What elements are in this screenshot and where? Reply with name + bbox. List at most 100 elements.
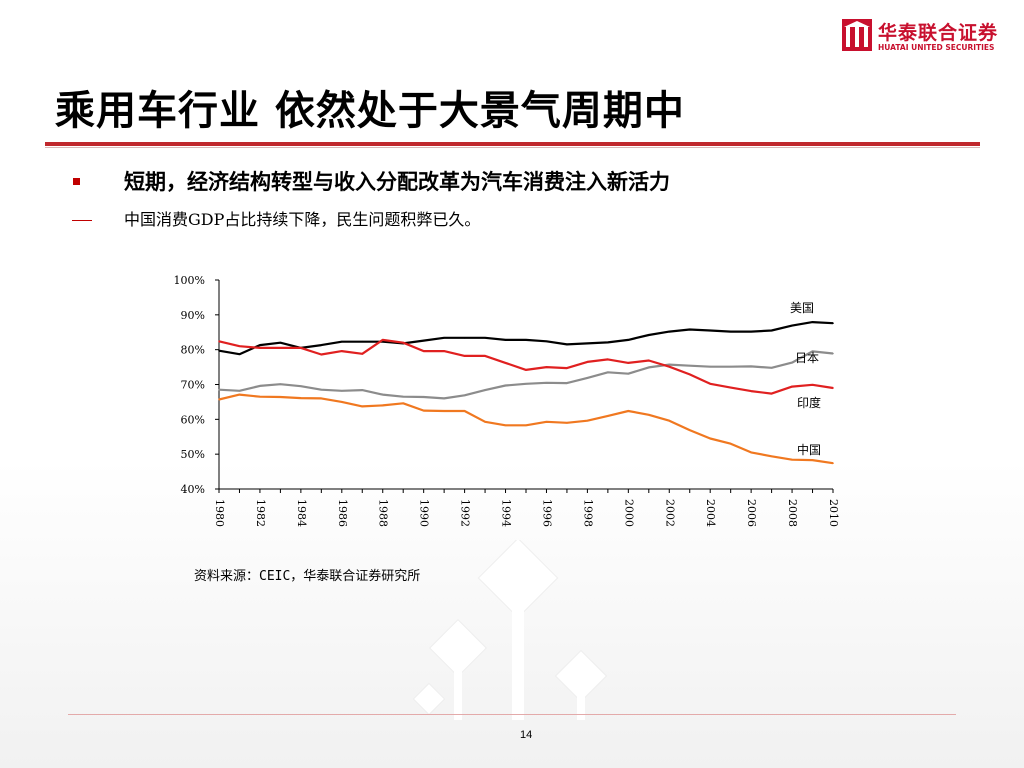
data-point [443, 410, 445, 412]
bullet-point-2: 中国消费GDP占比持续下降，民生问题积弊已久。 [124, 210, 481, 229]
data-point [504, 362, 507, 364]
data-point [586, 419, 589, 422]
data-point [729, 386, 732, 389]
data-point [627, 362, 630, 364]
data-point [422, 396, 425, 398]
source-note: 资料来源：CEIC，华泰联合证券研究所 [194, 569, 421, 584]
data-point [361, 389, 364, 391]
bullet-dash-icon [72, 220, 92, 221]
data-point [300, 347, 302, 349]
data-point [504, 424, 507, 427]
data-point [504, 339, 507, 341]
data-point [545, 366, 548, 368]
x-tick-label: 1988 [377, 499, 390, 527]
bullet-square-icon [73, 178, 80, 185]
data-point [750, 390, 752, 392]
data-point [648, 414, 650, 416]
data-point [381, 393, 384, 396]
x-tick-label: 2006 [745, 499, 758, 527]
data-point [770, 366, 773, 369]
data-point [238, 389, 241, 392]
data-point [750, 365, 752, 368]
series-line [218, 393, 834, 465]
data-point [218, 398, 220, 401]
data-point [381, 404, 384, 407]
data-point [566, 382, 568, 384]
x-tick-label: 2004 [704, 499, 717, 527]
data-point [770, 455, 773, 458]
data-point [811, 321, 814, 323]
y-tick-label: 70% [181, 379, 205, 392]
x-tick-label: 1980 [213, 499, 226, 527]
data-point [709, 383, 711, 385]
data-point [586, 361, 589, 363]
x-tick-label: 2008 [786, 499, 799, 527]
logo-name-cn: 华泰联合证券 [878, 22, 999, 44]
data-point [607, 371, 609, 374]
data-point [525, 369, 527, 371]
data-point [300, 385, 302, 388]
data-point [279, 383, 282, 385]
data-point [402, 341, 404, 344]
series-line [218, 350, 834, 400]
data-point [320, 397, 323, 400]
data-point [545, 420, 548, 423]
data-point [259, 395, 261, 398]
data-point [607, 358, 609, 361]
x-tick-label: 1996 [540, 499, 553, 527]
data-point [791, 458, 793, 461]
data-point [566, 343, 568, 346]
logo-name-en: HUATAI UNITED SECURITIES [878, 43, 995, 52]
data-point [791, 324, 793, 327]
data-point [668, 365, 671, 368]
data-point [832, 387, 834, 389]
data-point [811, 459, 814, 461]
x-tick-label: 1994 [500, 499, 513, 527]
decorative-diamonds [412, 540, 608, 720]
data-point [648, 359, 650, 362]
data-point [688, 373, 691, 376]
data-point [463, 355, 466, 357]
data-point [688, 364, 691, 367]
company-logo: 华泰联合证券 HUATAI UNITED SECURITIES [842, 18, 1012, 54]
logo-mark-icon [842, 19, 872, 51]
data-point [361, 340, 364, 343]
data-point [484, 389, 486, 391]
x-tick-label: 2000 [622, 499, 635, 527]
x-tick-label: 1992 [459, 499, 472, 527]
data-point [341, 340, 343, 343]
data-point [729, 365, 732, 368]
data-point [218, 340, 220, 343]
data-point [729, 330, 732, 333]
data-point [484, 420, 486, 423]
data-point [688, 429, 691, 431]
data-point [607, 415, 609, 417]
data-point [504, 384, 507, 387]
data-point [811, 350, 814, 353]
data-point [648, 334, 650, 336]
x-tick-label: 1986 [336, 499, 349, 527]
data-point [279, 341, 282, 344]
series-line [218, 320, 834, 356]
data-point [484, 355, 486, 357]
data-point [668, 363, 671, 366]
data-point [709, 437, 711, 440]
data-point [341, 401, 343, 403]
x-tick-label: 2002 [663, 499, 676, 527]
data-point [832, 462, 834, 465]
data-point [709, 365, 711, 368]
data-point [320, 344, 323, 346]
data-point [300, 397, 302, 399]
data-point [729, 442, 732, 445]
data-point [648, 366, 650, 369]
page-title: 乘用车行业 依然处于大景气周期中 [55, 88, 685, 134]
data-point [545, 340, 548, 343]
y-tick-label: 100% [174, 274, 205, 287]
chart-series [218, 320, 834, 465]
x-tick-label: 1984 [295, 499, 308, 527]
data-point [422, 339, 425, 342]
data-point [484, 337, 486, 339]
x-tick-label: 2010 [827, 499, 840, 527]
y-tick-label: 40% [181, 483, 205, 496]
